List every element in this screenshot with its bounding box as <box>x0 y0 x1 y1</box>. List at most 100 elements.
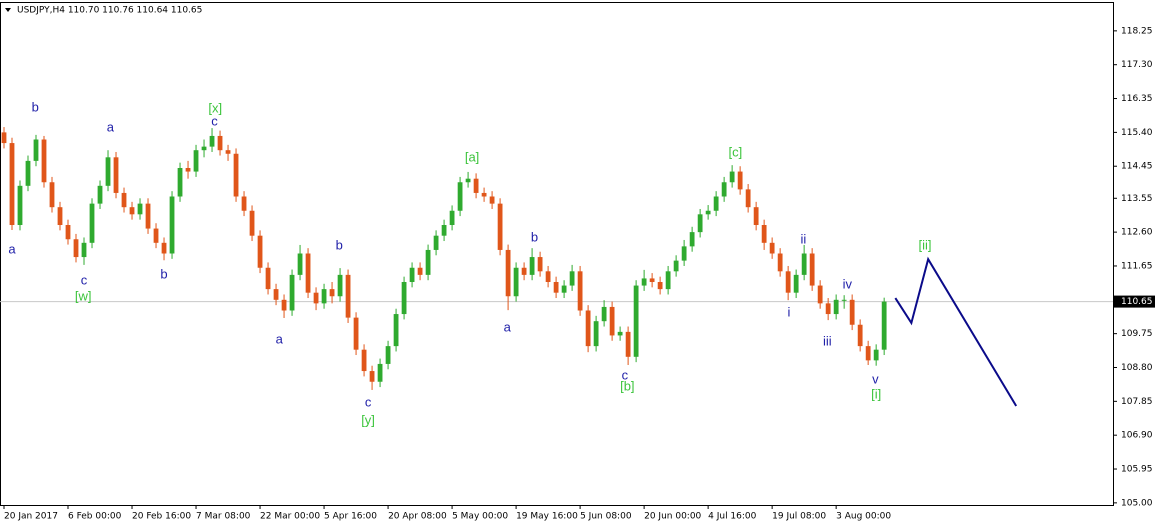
candle-body <box>409 267 415 282</box>
candle-body <box>345 274 351 318</box>
candle-body <box>1 132 7 144</box>
candle-body <box>657 281 663 290</box>
candle-body <box>97 185 103 204</box>
candle-body <box>25 160 31 186</box>
candle-body <box>785 271 791 293</box>
candle-body <box>609 306 615 336</box>
candle-body <box>833 299 839 315</box>
y-tick-label: 108.80 <box>1121 363 1153 373</box>
candle-body <box>137 203 143 215</box>
candle-body <box>649 278 655 282</box>
candle-body <box>713 196 719 211</box>
candle-body <box>169 196 175 254</box>
candle-body <box>89 203 95 243</box>
candle-body <box>561 285 567 293</box>
candle-body <box>473 178 479 193</box>
x-tick-label: 20 Jun 00:00 <box>644 512 701 522</box>
candle-body <box>881 301 887 350</box>
candle-body <box>641 278 647 286</box>
y-tick-label: 116.35 <box>1121 94 1153 104</box>
candle-body <box>513 267 519 297</box>
x-tick-label: 5 Apr 16:00 <box>324 512 377 522</box>
candle-body <box>65 225 71 240</box>
candle-body <box>81 242 87 258</box>
wave-label: iii <box>823 334 832 349</box>
wave-label: iv <box>843 277 853 292</box>
candle-body <box>745 189 751 208</box>
y-tick-label: 107.85 <box>1121 397 1153 407</box>
candle-body <box>281 299 287 311</box>
candle-body <box>273 289 279 300</box>
y-tick-label: 105.95 <box>1121 465 1153 475</box>
y-tick-label: 112.60 <box>1121 228 1153 238</box>
y-tick-label: 113.55 <box>1121 194 1153 204</box>
candle-body <box>873 349 879 361</box>
candle-body <box>617 331 623 336</box>
candle-body <box>449 210 455 226</box>
candle-body <box>385 346 391 364</box>
current-price-label: 110.65 <box>1121 297 1153 307</box>
wave-label: a <box>504 319 512 334</box>
wave-label: c <box>211 113 218 128</box>
y-tick-label: 118.25 <box>1121 26 1153 36</box>
candle-body <box>593 321 599 347</box>
candle-body <box>689 232 695 247</box>
wave-label: ii <box>800 231 806 246</box>
candle-body <box>297 253 303 275</box>
wave-label: a <box>107 120 115 135</box>
candle-body <box>777 253 783 272</box>
wave-label: b <box>32 100 39 115</box>
y-tick-label: 105.00 <box>1121 498 1153 508</box>
candle-body <box>753 207 759 226</box>
chart-title: USDJPY,H4 110.70 110.76 110.64 110.65 <box>17 6 202 16</box>
x-tick-label: 19 May 16:00 <box>516 512 578 522</box>
candle-body <box>105 157 111 186</box>
candle-body <box>145 203 151 229</box>
x-tick-label: 20 Jan 2017 <box>4 512 58 522</box>
forecast-line <box>894 256 1018 407</box>
candle-body <box>537 257 543 272</box>
candle-body <box>289 274 295 311</box>
wave-label: [c] <box>728 144 742 159</box>
wave-label: [y] <box>361 412 375 427</box>
x-tick-label: 5 May 00:00 <box>452 512 508 522</box>
candle-body <box>393 314 399 347</box>
wave-label: c <box>622 367 629 382</box>
wave-label: c <box>365 395 372 410</box>
candle-body <box>809 253 815 286</box>
y-tick-label: 111.65 <box>1121 261 1153 271</box>
wave-label: [i] <box>871 386 881 401</box>
candle-body <box>9 143 15 226</box>
candle-body <box>161 242 167 254</box>
candle-body <box>33 139 39 161</box>
candle-body <box>321 289 327 304</box>
candle-body <box>465 178 471 183</box>
y-tick-label: 106.90 <box>1121 431 1153 441</box>
candle-body <box>569 271 575 286</box>
x-tick-label: 5 Jun 08:00 <box>580 512 632 522</box>
candle-body <box>521 267 527 275</box>
candle-body <box>305 253 311 293</box>
current-price-box <box>1114 295 1155 308</box>
plot-frame <box>0 2 1114 506</box>
candle-body <box>497 203 503 250</box>
y-tick-label: 117.30 <box>1121 60 1153 70</box>
candle-body <box>57 207 63 226</box>
candle-body <box>369 371 375 382</box>
candle-body <box>329 289 335 297</box>
candle-body <box>673 260 679 272</box>
y-tick-label: 114.45 <box>1121 162 1153 172</box>
candle-body <box>433 235 439 250</box>
candle-body <box>481 192 487 197</box>
candle-body <box>737 171 743 190</box>
candle-body <box>121 192 127 208</box>
wave-label: a <box>8 241 16 256</box>
candle-body <box>665 271 671 290</box>
candle-body <box>865 346 871 361</box>
candle-body <box>585 310 591 347</box>
candle-body <box>681 246 687 261</box>
x-tick-label: 22 Mar 00:00 <box>260 512 320 522</box>
candle-body <box>377 363 383 382</box>
candle-body <box>257 235 263 268</box>
candle-body <box>761 225 767 243</box>
